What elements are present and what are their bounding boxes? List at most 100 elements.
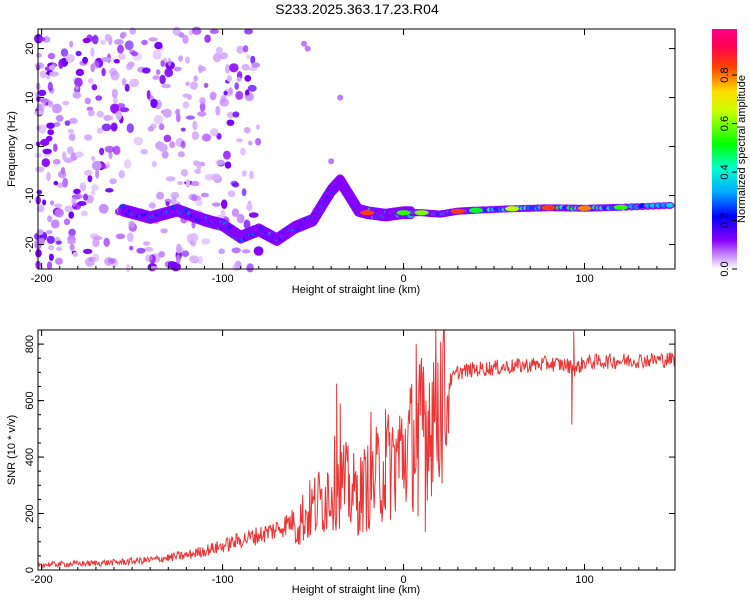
noise-blob [162, 108, 172, 118]
noise-blob [53, 203, 63, 209]
noise-blob [63, 218, 71, 226]
noise-blob [68, 228, 76, 237]
noise-blob [160, 60, 165, 67]
noise-blob [165, 176, 176, 182]
noise-blob [36, 36, 46, 42]
noise-blob [235, 138, 243, 143]
noise-blob [65, 54, 75, 63]
noise-blob [51, 103, 62, 114]
noise-blob [152, 75, 161, 80]
noise-blob [112, 96, 118, 104]
noise-blob [225, 64, 230, 74]
noise-blob [201, 133, 212, 142]
noise-blob [101, 57, 110, 62]
noise-blob [251, 62, 261, 68]
noise-blob [248, 212, 259, 218]
noise-blob [91, 34, 99, 45]
noise-blob [226, 119, 235, 126]
noise-blob [83, 169, 93, 176]
noise-blob [136, 247, 146, 254]
noise-blob [75, 68, 85, 76]
noise-blob [66, 146, 74, 155]
noise-blob [68, 133, 76, 141]
snr-frame [37, 329, 676, 571]
noise-blob [178, 247, 184, 252]
noise-blob [191, 180, 200, 187]
y-tick-label: 20 [24, 42, 36, 54]
noise-blob [156, 191, 165, 200]
noise-blob [249, 170, 254, 180]
noise-blob [52, 158, 61, 165]
y-tick-label: 10 [24, 91, 36, 103]
noise-blob [180, 169, 189, 177]
noise-blob [173, 66, 182, 72]
noise-blob [115, 110, 123, 121]
noise-blob [46, 122, 55, 129]
noise-blob [80, 210, 88, 217]
noise-blob [42, 148, 52, 155]
ridge-peak [360, 210, 375, 216]
noise-blob [209, 128, 219, 137]
noise-blob [197, 111, 207, 117]
noise-blob [152, 49, 162, 60]
noise-blob [242, 170, 247, 177]
noise-blob [101, 123, 112, 132]
noise-blob [42, 199, 47, 206]
noise-blob [199, 102, 206, 112]
noise-blob [46, 235, 55, 244]
noise-blob [105, 188, 114, 193]
spectrogram-y-axis-title: Frequency (Hz) [6, 111, 18, 187]
noise-blob [218, 248, 225, 255]
noise-blob [230, 180, 239, 187]
noise-blob [95, 95, 103, 101]
noise-blob [213, 52, 222, 63]
noise-blob [46, 261, 53, 270]
noise-blob [190, 232, 199, 243]
x-tick-label: 100 [575, 574, 593, 586]
noise-blob [142, 67, 151, 74]
noise-blob [69, 243, 75, 252]
noise-blob [79, 182, 87, 192]
noise-blob [108, 151, 113, 159]
noise-blob [90, 189, 96, 196]
noise-blob [131, 51, 139, 57]
noise-blob [124, 40, 134, 51]
spectrogram-ridge-layer [118, 174, 675, 247]
noise-blob [62, 151, 67, 161]
noise-blob [248, 140, 253, 146]
noise-blob [189, 81, 198, 90]
noise-blob [255, 137, 262, 146]
noise-blob [50, 200, 55, 206]
snr-y-ticks: 0 200 400 600 800 [24, 329, 675, 573]
noise-blob [33, 110, 44, 116]
noise-blob [110, 122, 118, 132]
noise-blob [200, 192, 209, 198]
ridge-core [666, 203, 674, 208]
noise-blob [182, 101, 190, 109]
noise-blob [128, 220, 135, 228]
noise-blob [226, 111, 235, 119]
noise-blob [51, 219, 60, 229]
ridge-peak [468, 207, 483, 213]
snr-panel: -200 -100 0 100 0 200 400 600 800 Height of str… [6, 329, 676, 596]
noise-blob [227, 190, 236, 198]
noise-blob [127, 232, 134, 243]
noise-blob [148, 37, 158, 42]
noise-blob [185, 81, 190, 86]
noise-blob [108, 115, 114, 121]
noise-blob [63, 157, 74, 163]
noise-blob [47, 52, 56, 60]
noise-blob [47, 81, 53, 92]
noise-blob [90, 47, 95, 57]
y-tick-label: -20 [24, 237, 36, 253]
noise-blob [185, 179, 191, 188]
snr-y-axis-title: SNR (10 * v/v) [6, 415, 18, 485]
noise-blob [48, 245, 55, 251]
noise-blob [48, 253, 54, 261]
noise-blob [103, 237, 110, 247]
noise-blob [114, 39, 124, 45]
ridge-peak [505, 206, 520, 212]
noise-blob [53, 122, 61, 127]
noise-blob [107, 258, 116, 264]
noise-blob [126, 123, 134, 134]
